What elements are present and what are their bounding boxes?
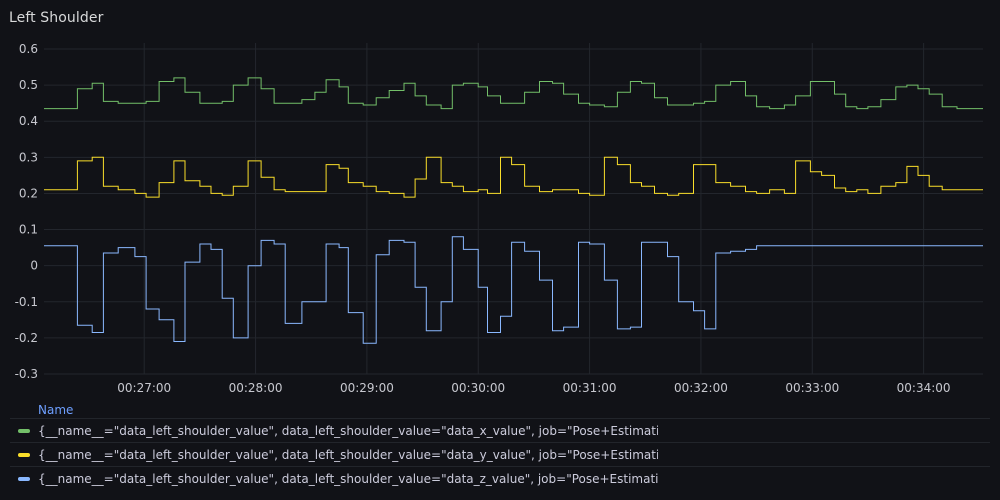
x-tick-label: 00:30:00 bbox=[451, 381, 505, 395]
legend-table: Name {__name__="data_left_shoulder_value… bbox=[0, 396, 1000, 500]
series-line-x bbox=[44, 77, 983, 110]
legend-item-x[interactable]: {__name__="data_left_shoulder_value", da… bbox=[10, 418, 990, 442]
legend-header-label: Name bbox=[38, 403, 74, 417]
series-line-z bbox=[44, 236, 983, 344]
y-tick-label: 0.1 bbox=[19, 223, 38, 237]
y-axis: 0.6 0.5 0.4 0.3 0.2 0.1 0 -0.1 -0.2 -0.3 bbox=[15, 42, 38, 381]
legend-item-z[interactable]: {__name__="data_left_shoulder_value", da… bbox=[10, 466, 990, 490]
x-tick-label: 00:28:00 bbox=[229, 381, 283, 395]
panel-title: Left Shoulder bbox=[9, 10, 104, 26]
series-color-swatch bbox=[18, 428, 30, 433]
x-tick-label: 00:29:00 bbox=[340, 381, 394, 395]
y-tick-label: 0.6 bbox=[19, 42, 38, 56]
series-line-y bbox=[44, 156, 983, 198]
chart-grid bbox=[44, 43, 983, 375]
y-tick-label: 0.4 bbox=[19, 114, 38, 128]
series-color-swatch bbox=[18, 452, 30, 457]
legend-item-label: {__name__="data_left_shoulder_value", da… bbox=[38, 471, 658, 486]
chart-series bbox=[44, 77, 983, 344]
y-tick-label: -0.3 bbox=[15, 367, 38, 381]
y-tick-label: 0.2 bbox=[19, 186, 38, 200]
x-tick-label: 00:32:00 bbox=[674, 381, 728, 395]
x-tick-label: 00:31:00 bbox=[563, 381, 617, 395]
legend-header-name[interactable]: Name bbox=[38, 399, 74, 417]
legend-item-label: {__name__="data_left_shoulder_value", da… bbox=[38, 423, 658, 438]
y-tick-label: 0.5 bbox=[19, 78, 38, 92]
series-color-swatch bbox=[18, 476, 30, 481]
x-axis: 00:27:00 00:28:00 00:29:00 00:30:00 00:31:00… bbox=[117, 381, 950, 395]
y-tick-label: -0.1 bbox=[15, 295, 38, 309]
y-tick-label: 0 bbox=[30, 259, 38, 273]
line-chart: 0.6 0.5 0.4 0.3 0.2 0.1 0 -0.1 -0.2 -0.3 00:27:00… bbox=[15, 42, 983, 395]
y-tick-label: -0.2 bbox=[15, 331, 38, 345]
x-tick-label: 00:27:00 bbox=[117, 381, 171, 395]
legend-item-y[interactable]: {__name__="data_left_shoulder_value", da… bbox=[10, 442, 990, 466]
panel-header[interactable]: Left Shoulder bbox=[9, 7, 103, 27]
legend-item-label: {__name__="data_left_shoulder_value", da… bbox=[38, 447, 658, 462]
x-tick-label: 00:34:00 bbox=[897, 381, 951, 395]
y-tick-label: 0.3 bbox=[19, 150, 38, 164]
x-tick-label: 00:33:00 bbox=[785, 381, 839, 395]
